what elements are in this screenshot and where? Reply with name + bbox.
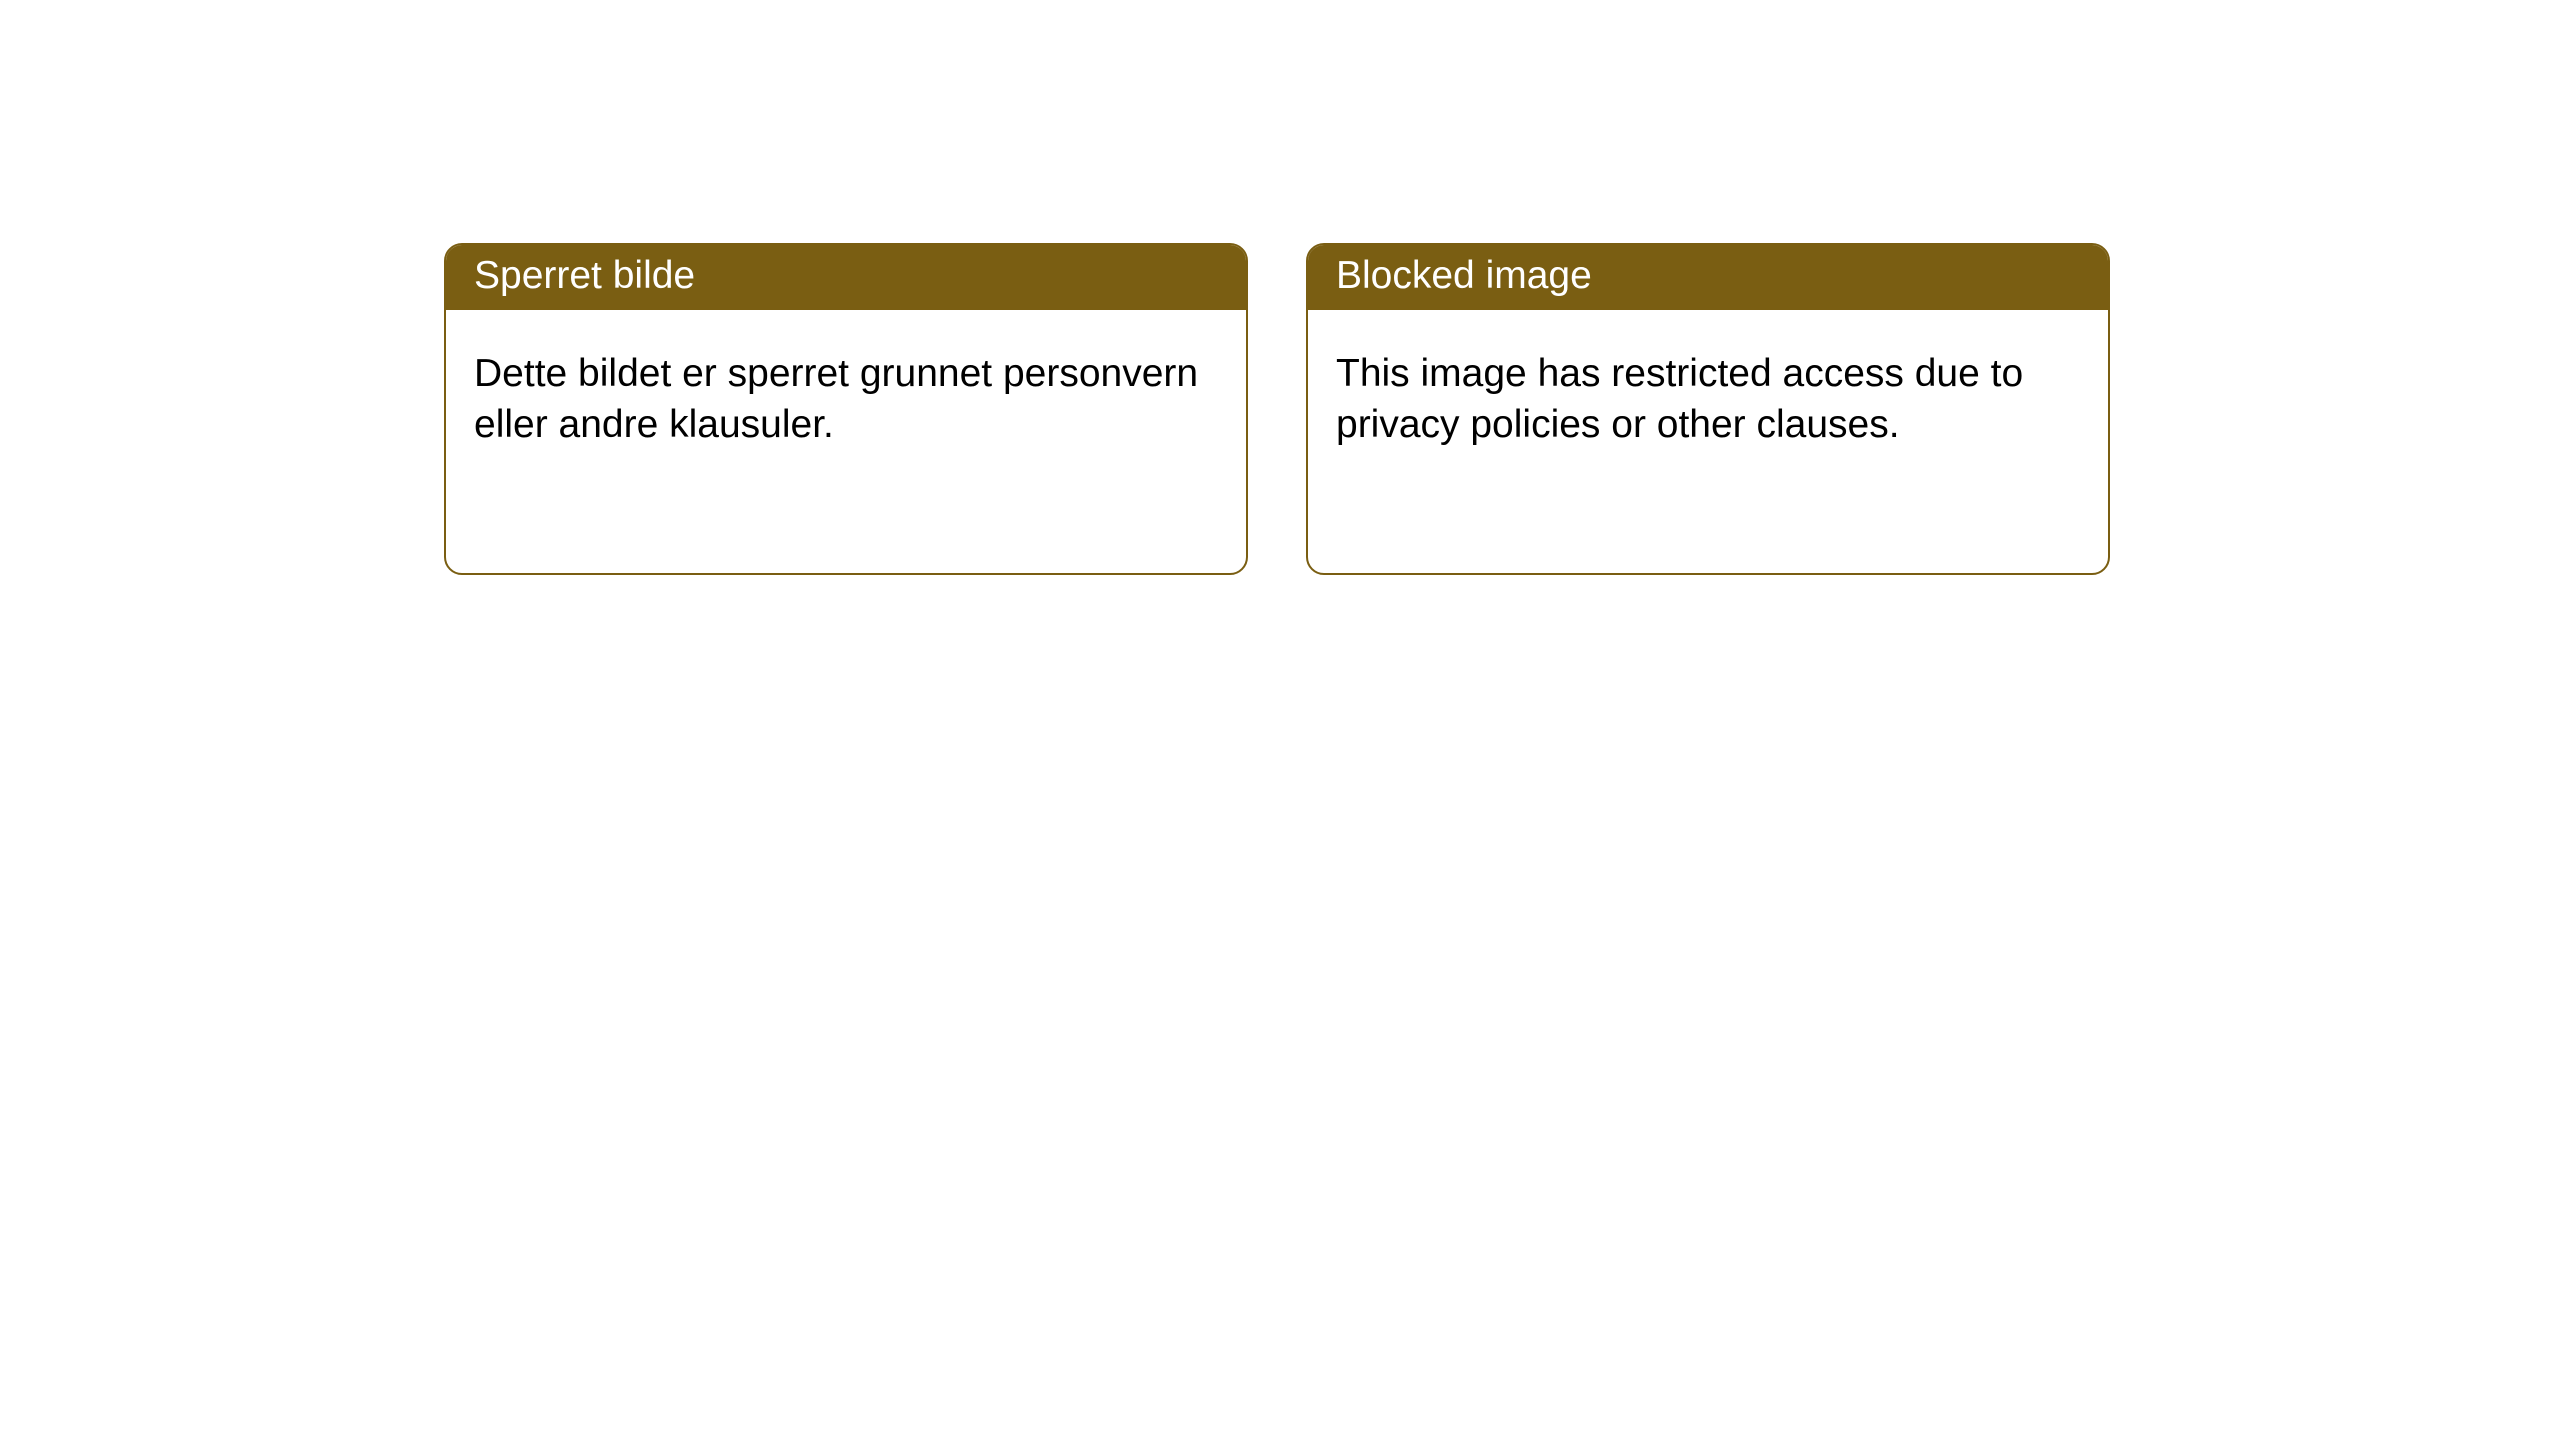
- notice-header: Sperret bilde: [446, 245, 1246, 310]
- notice-card-english: Blocked image This image has restricted …: [1306, 243, 2110, 575]
- notice-card-norwegian: Sperret bilde Dette bildet er sperret gr…: [444, 243, 1248, 575]
- notice-header: Blocked image: [1308, 245, 2108, 310]
- notice-body: Dette bildet er sperret grunnet personve…: [446, 310, 1246, 479]
- notice-container: Sperret bilde Dette bildet er sperret gr…: [0, 0, 2560, 575]
- notice-body: This image has restricted access due to …: [1308, 310, 2108, 479]
